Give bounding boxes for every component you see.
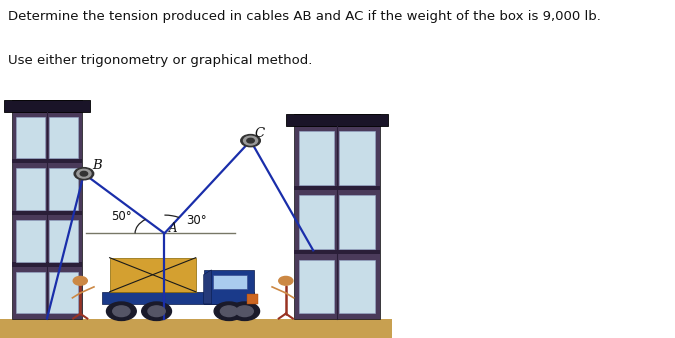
Text: Use either trigonometry or graphical method.: Use either trigonometry or graphical met… [8, 54, 313, 67]
Circle shape [80, 171, 88, 176]
Polygon shape [299, 260, 334, 313]
Polygon shape [109, 258, 196, 292]
Polygon shape [4, 99, 90, 112]
Circle shape [107, 302, 136, 320]
Polygon shape [16, 117, 45, 158]
Polygon shape [286, 114, 387, 126]
Polygon shape [49, 169, 78, 210]
Circle shape [148, 306, 165, 317]
Text: A: A [169, 222, 178, 235]
Circle shape [74, 168, 94, 180]
Text: 30°: 30° [186, 214, 207, 226]
Circle shape [73, 276, 87, 285]
Polygon shape [294, 250, 380, 255]
Polygon shape [16, 220, 45, 262]
Circle shape [230, 302, 260, 320]
Circle shape [221, 306, 238, 317]
Text: B: B [92, 159, 101, 172]
Circle shape [142, 302, 171, 320]
Polygon shape [299, 195, 334, 249]
Polygon shape [294, 114, 380, 318]
Polygon shape [49, 272, 78, 313]
Circle shape [214, 302, 244, 320]
Polygon shape [16, 272, 45, 313]
Polygon shape [204, 270, 211, 304]
Text: C: C [254, 127, 265, 140]
Polygon shape [49, 117, 78, 158]
Text: Determine the tension produced in cables AB and AC if the weight of the box is 9: Determine the tension produced in cables… [8, 10, 601, 23]
Polygon shape [340, 195, 375, 249]
Polygon shape [16, 169, 45, 210]
Polygon shape [11, 211, 82, 215]
Circle shape [247, 138, 254, 143]
Polygon shape [294, 186, 380, 190]
Circle shape [241, 135, 261, 147]
Polygon shape [102, 292, 254, 304]
Text: 50°: 50° [111, 210, 132, 223]
Polygon shape [0, 318, 392, 338]
Polygon shape [11, 99, 82, 318]
Polygon shape [213, 275, 246, 289]
Polygon shape [340, 260, 375, 313]
Circle shape [77, 169, 91, 178]
Polygon shape [49, 220, 78, 262]
Polygon shape [299, 131, 334, 185]
Polygon shape [11, 262, 82, 267]
Circle shape [279, 276, 293, 285]
Polygon shape [204, 270, 254, 304]
Polygon shape [246, 294, 259, 304]
Polygon shape [11, 159, 82, 163]
Circle shape [244, 136, 258, 145]
Polygon shape [340, 131, 375, 185]
Circle shape [113, 306, 130, 317]
Circle shape [236, 306, 253, 317]
